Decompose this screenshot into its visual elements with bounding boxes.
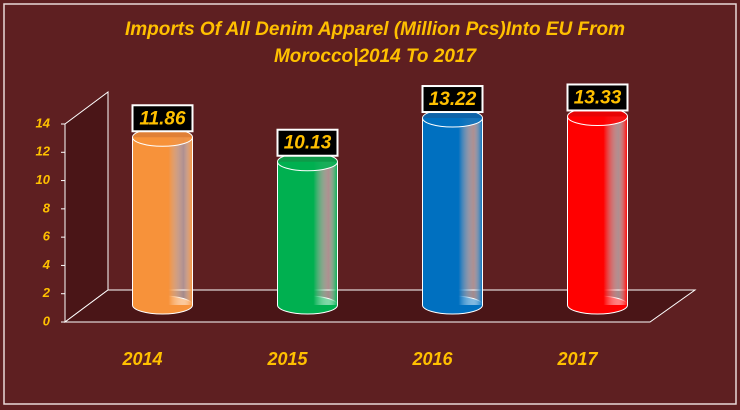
value-label-box <box>131 104 194 133</box>
y-tick-label: 6 <box>43 229 51 244</box>
y-tick-label: 10 <box>36 172 51 187</box>
value-label-box <box>421 85 484 114</box>
y-tick-label: 8 <box>43 200 51 215</box>
value-label: 13.33 <box>574 87 622 108</box>
value-label: 10.13 <box>284 133 332 154</box>
bar <box>277 161 338 305</box>
x-tick-label: 2015 <box>266 349 308 369</box>
floor <box>63 289 697 323</box>
frame <box>3 3 737 405</box>
y-tick-label: 12 <box>36 144 51 159</box>
bar <box>422 118 483 305</box>
x-tick-label: 2016 <box>411 349 453 369</box>
value-label-box <box>566 83 629 112</box>
bar <box>132 137 193 305</box>
y-tick-label: 2 <box>42 285 51 300</box>
chart-title: Imports Of All Denim Apparel (Million Pc… <box>124 19 625 67</box>
y-tick-label: 14 <box>36 115 51 130</box>
value-label: 13.22 <box>429 89 477 110</box>
x-tick-label: 2017 <box>556 349 598 369</box>
x-tick-label: 2014 <box>121 349 162 369</box>
y-tick-label: 0 <box>43 313 51 328</box>
back-wall <box>64 91 109 323</box>
y-tick-label: 4 <box>42 257 51 272</box>
value-label: 11.86 <box>139 108 186 129</box>
value-label-box <box>276 128 339 157</box>
bar <box>567 116 628 306</box>
